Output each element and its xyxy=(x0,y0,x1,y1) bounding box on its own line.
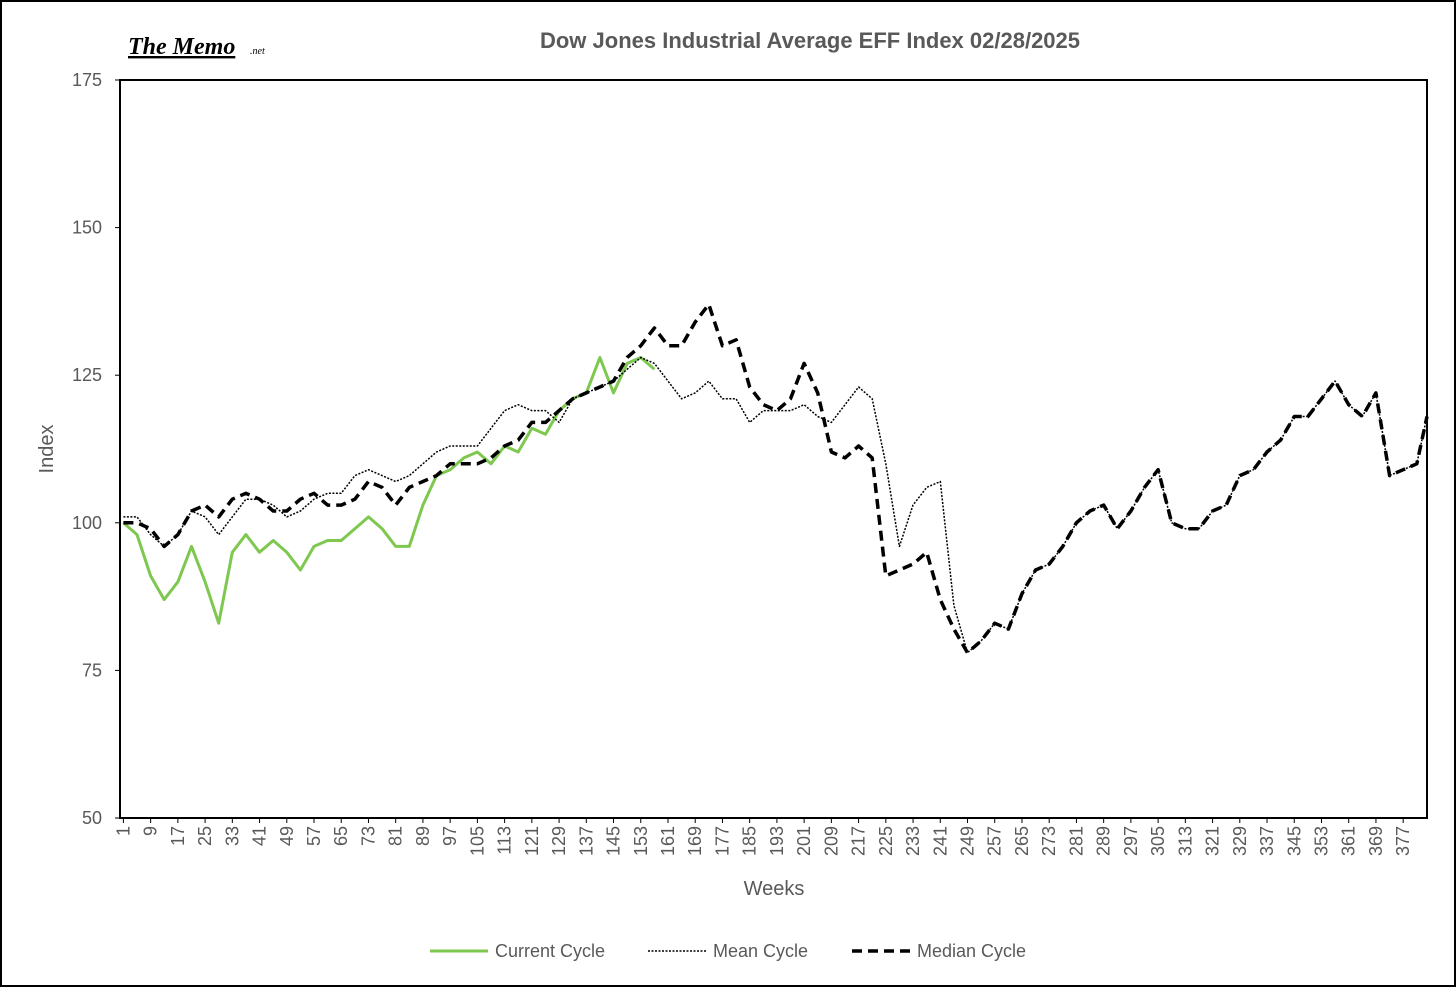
x-tick-label: 329 xyxy=(1230,826,1250,856)
x-tick-label: 25 xyxy=(195,826,215,846)
x-tick-label: 97 xyxy=(440,826,460,846)
x-tick-label: 169 xyxy=(685,826,705,856)
logo-suffix: .net xyxy=(250,46,265,57)
x-tick-label: 105 xyxy=(467,826,487,856)
x-tick-label: 241 xyxy=(930,826,950,856)
x-tick-label: 1 xyxy=(113,826,133,836)
x-tick-label: 265 xyxy=(1012,826,1032,856)
x-tick-label: 369 xyxy=(1366,826,1386,856)
x-tick-label: 201 xyxy=(794,826,814,856)
y-tick-label: 50 xyxy=(82,808,102,828)
x-tick-label: 65 xyxy=(331,826,351,846)
x-tick-label: 217 xyxy=(849,826,869,856)
x-tick-label: 321 xyxy=(1203,826,1223,856)
x-tick-label: 249 xyxy=(958,826,978,856)
x-tick-label: 313 xyxy=(1175,826,1195,856)
x-tick-label: 353 xyxy=(1311,826,1331,856)
x-tick-label: 33 xyxy=(222,826,242,846)
x-tick-label: 73 xyxy=(358,826,378,846)
x-tick-label: 177 xyxy=(712,826,732,856)
chart-title: Dow Jones Industrial Average EFF Index 0… xyxy=(540,28,1080,53)
x-tick-label: 289 xyxy=(1094,826,1114,856)
legend-label: Mean Cycle xyxy=(713,941,808,961)
x-tick-label: 41 xyxy=(250,826,270,846)
y-tick-label: 175 xyxy=(72,70,102,90)
x-axis-title: Weeks xyxy=(744,878,805,900)
x-tick-label: 81 xyxy=(386,826,406,846)
legend-label: Median Cycle xyxy=(917,941,1026,961)
x-tick-label: 9 xyxy=(141,826,161,836)
x-tick-label: 257 xyxy=(985,826,1005,856)
x-tick-label: 113 xyxy=(495,826,515,855)
x-tick-label: 233 xyxy=(903,826,923,856)
logo: The Memo xyxy=(128,34,235,60)
y-axis-title: Index xyxy=(36,425,58,474)
x-tick-label: 17 xyxy=(168,826,188,846)
x-tick-label: 273 xyxy=(1039,826,1059,856)
x-tick-label: 209 xyxy=(821,826,841,856)
x-tick-label: 185 xyxy=(740,826,760,856)
x-tick-label: 129 xyxy=(549,826,569,856)
series-line xyxy=(123,302,1429,655)
x-tick-label: 193 xyxy=(767,826,787,856)
x-tick-label: 337 xyxy=(1257,826,1277,856)
x-tick-label: 361 xyxy=(1339,826,1359,856)
y-tick-label: 125 xyxy=(72,365,102,385)
x-tick-label: 281 xyxy=(1066,826,1086,856)
x-tick-label: 137 xyxy=(576,826,596,856)
legend-label: Current Cycle xyxy=(495,941,605,961)
x-tick-label: 297 xyxy=(1121,826,1141,856)
x-tick-label: 161 xyxy=(658,826,678,856)
x-tick-label: 153 xyxy=(631,826,651,856)
x-tick-label: 121 xyxy=(522,826,542,856)
y-tick-label: 150 xyxy=(72,218,102,238)
plot-area xyxy=(119,79,1428,819)
x-tick-label: 89 xyxy=(413,826,433,846)
x-tick-label: 145 xyxy=(604,826,624,856)
x-tick-label: 305 xyxy=(1148,826,1168,856)
x-tick-label: 345 xyxy=(1284,826,1304,856)
x-tick-label: 377 xyxy=(1393,826,1413,856)
y-tick-label: 100 xyxy=(72,513,102,533)
series-line xyxy=(122,356,656,625)
x-tick-label: 57 xyxy=(304,826,324,846)
y-tick-label: 75 xyxy=(82,660,102,680)
x-tick-label: 225 xyxy=(876,826,896,856)
x-tick-label: 49 xyxy=(277,826,297,846)
